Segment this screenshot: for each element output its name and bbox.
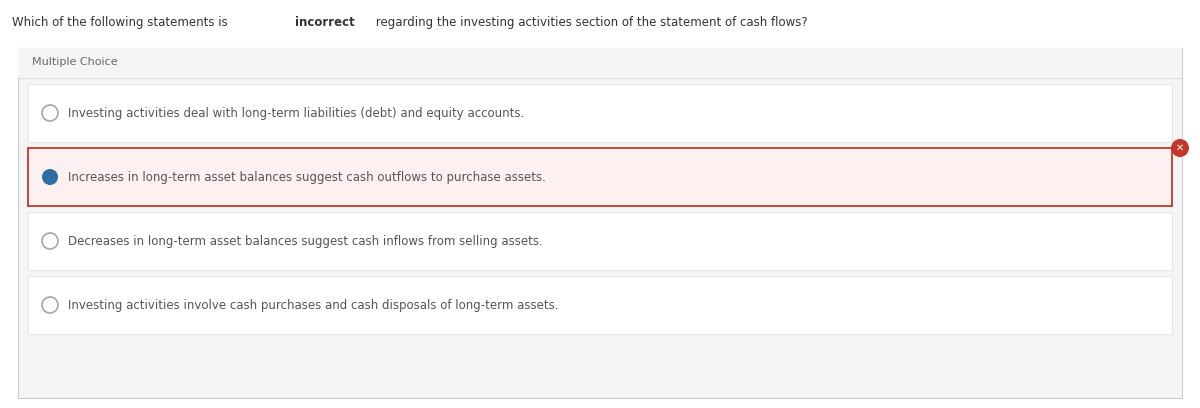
Circle shape [42,297,58,313]
FancyBboxPatch shape [18,48,1182,78]
Text: Increases in long-term asset balances suggest cash outflows to purchase assets.: Increases in long-term asset balances su… [68,171,546,184]
Text: incorrect: incorrect [295,16,355,29]
Text: Decreases in long-term asset balances suggest cash inflows from selling assets.: Decreases in long-term asset balances su… [68,235,542,248]
Text: ✕: ✕ [1176,143,1184,153]
Circle shape [42,233,58,249]
Text: regarding the investing activities section of the statement of cash flows?: regarding the investing activities secti… [372,16,808,29]
Text: Which of the following statements is: Which of the following statements is [12,16,232,29]
Text: Investing activities deal with long-term liabilities (debt) and equity accounts.: Investing activities deal with long-term… [68,106,524,120]
FancyBboxPatch shape [28,276,1172,334]
Circle shape [42,105,58,121]
FancyBboxPatch shape [28,148,1172,206]
Text: Investing activities involve cash purchases and cash disposals of long-term asse: Investing activities involve cash purcha… [68,299,558,311]
FancyBboxPatch shape [28,212,1172,270]
Circle shape [1171,139,1189,157]
FancyBboxPatch shape [28,84,1172,142]
FancyBboxPatch shape [18,48,1182,398]
Circle shape [42,169,58,185]
Text: Multiple Choice: Multiple Choice [32,57,118,67]
